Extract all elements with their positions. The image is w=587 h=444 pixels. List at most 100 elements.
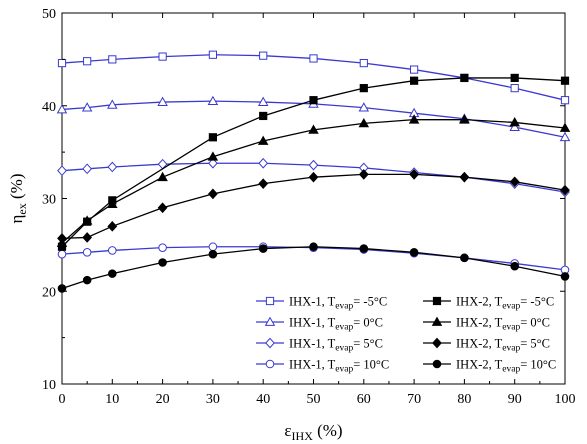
data-point [257, 96, 269, 106]
data-point [560, 96, 570, 105]
data-point [208, 133, 218, 142]
data-point [107, 198, 118, 208]
data-point [158, 258, 167, 267]
series-8 [57, 242, 570, 293]
data-point [259, 111, 268, 121]
data-point [308, 159, 319, 171]
data-point [509, 117, 520, 127]
x-tick-label: 40 [256, 392, 270, 407]
data-point [208, 157, 218, 169]
data-point [259, 51, 268, 60]
y-axis-title: ηex (%) [7, 174, 29, 224]
data-point [158, 243, 167, 252]
data-point [509, 121, 520, 131]
data-point [57, 233, 67, 244]
data-point [358, 117, 370, 128]
series-6 [56, 114, 571, 247]
data-point [81, 102, 93, 112]
data-point [409, 247, 419, 257]
legend-label: IHX-2, Tevap= 0°C [456, 316, 550, 333]
x-tick-label: 50 [307, 392, 321, 407]
legend-entry: IHX-2, Tevap= 10°C [423, 358, 556, 375]
data-point [410, 65, 419, 74]
legend-marker [432, 337, 442, 349]
data-point [207, 95, 219, 106]
series-line [61, 54, 566, 101]
plot-area [56, 50, 571, 293]
legend-label: IHX-1, Tevap= 5°C [289, 337, 383, 354]
legend-label: IHX-1, Tevap= 0°C [289, 316, 383, 333]
legend-entry: IHX-2, Tevap= 0°C [423, 316, 550, 333]
data-point [56, 104, 68, 114]
data-point [57, 284, 67, 293]
legend-marker [265, 337, 275, 349]
data-point [81, 215, 93, 225]
data-point [157, 202, 168, 214]
legend-entry: IHX-1, Tevap= -5°C [256, 295, 387, 312]
legend-entry: IHX-2, Tevap= -5°C [423, 295, 554, 312]
y-tick-label: 30 [42, 193, 56, 208]
data-point [559, 122, 571, 132]
data-point [459, 171, 470, 183]
x-tick-label: 0 [59, 392, 66, 407]
data-point [108, 246, 117, 255]
data-point [57, 58, 67, 68]
x-tick-label: 10 [105, 392, 119, 407]
x-tick-label: 60 [357, 392, 371, 407]
data-point [108, 269, 117, 278]
data-point [359, 84, 368, 93]
data-point [208, 188, 218, 200]
data-point [107, 220, 118, 232]
legend-marker [264, 316, 276, 326]
x-tick-label: 30 [206, 392, 220, 407]
data-point [308, 124, 319, 134]
legend-marker [432, 359, 442, 369]
legend-entry: IHX-1, Tevap= 5°C [256, 337, 383, 354]
data-point [258, 178, 269, 190]
data-point [207, 151, 219, 161]
data-point [82, 275, 92, 285]
x-tick-label: 90 [508, 392, 522, 407]
data-point [208, 249, 218, 259]
data-point [309, 54, 318, 63]
data-point [510, 84, 519, 93]
data-point [460, 73, 469, 83]
data-point [82, 163, 93, 175]
x-tick-label: 80 [457, 392, 471, 407]
series-line [61, 246, 566, 290]
data-point [409, 169, 419, 180]
legend-label: IHX-2, Tevap= 5°C [456, 337, 550, 354]
data-point [510, 73, 519, 83]
legend-label: IHX-2, Tevap= -5°C [456, 295, 554, 312]
data-point [83, 57, 92, 66]
data-point [410, 76, 419, 85]
x-tick-label: 20 [156, 392, 170, 407]
data-point [258, 157, 269, 169]
legend-marker [265, 359, 275, 369]
data-point [157, 96, 168, 106]
legend-label: IHX-1, Tevap= -5°C [289, 295, 387, 312]
data-point [459, 114, 470, 124]
data-point [309, 242, 318, 252]
data-point [560, 184, 570, 196]
data-point [359, 244, 369, 253]
data-point [82, 247, 92, 257]
y-tick-label: 20 [42, 285, 56, 300]
series-7 [57, 169, 570, 244]
data-point [57, 249, 67, 259]
y-tick-label: 10 [42, 378, 56, 393]
data-point [509, 176, 520, 188]
data-point [358, 169, 369, 180]
data-point [560, 76, 570, 85]
legend: IHX-1, Tevap= -5°C IHX-1, Tevap= 0°C IHX-1… [256, 295, 556, 375]
data-point [309, 96, 318, 105]
legend-marker [265, 296, 275, 306]
legend-marker [432, 296, 442, 306]
data-point [510, 261, 520, 271]
data-point [158, 52, 167, 61]
data-point [157, 171, 168, 182]
data-point [308, 171, 319, 183]
legend-label: IHX-2, Tevap= 10°C [456, 358, 556, 375]
x-tick-label: 70 [407, 392, 421, 407]
